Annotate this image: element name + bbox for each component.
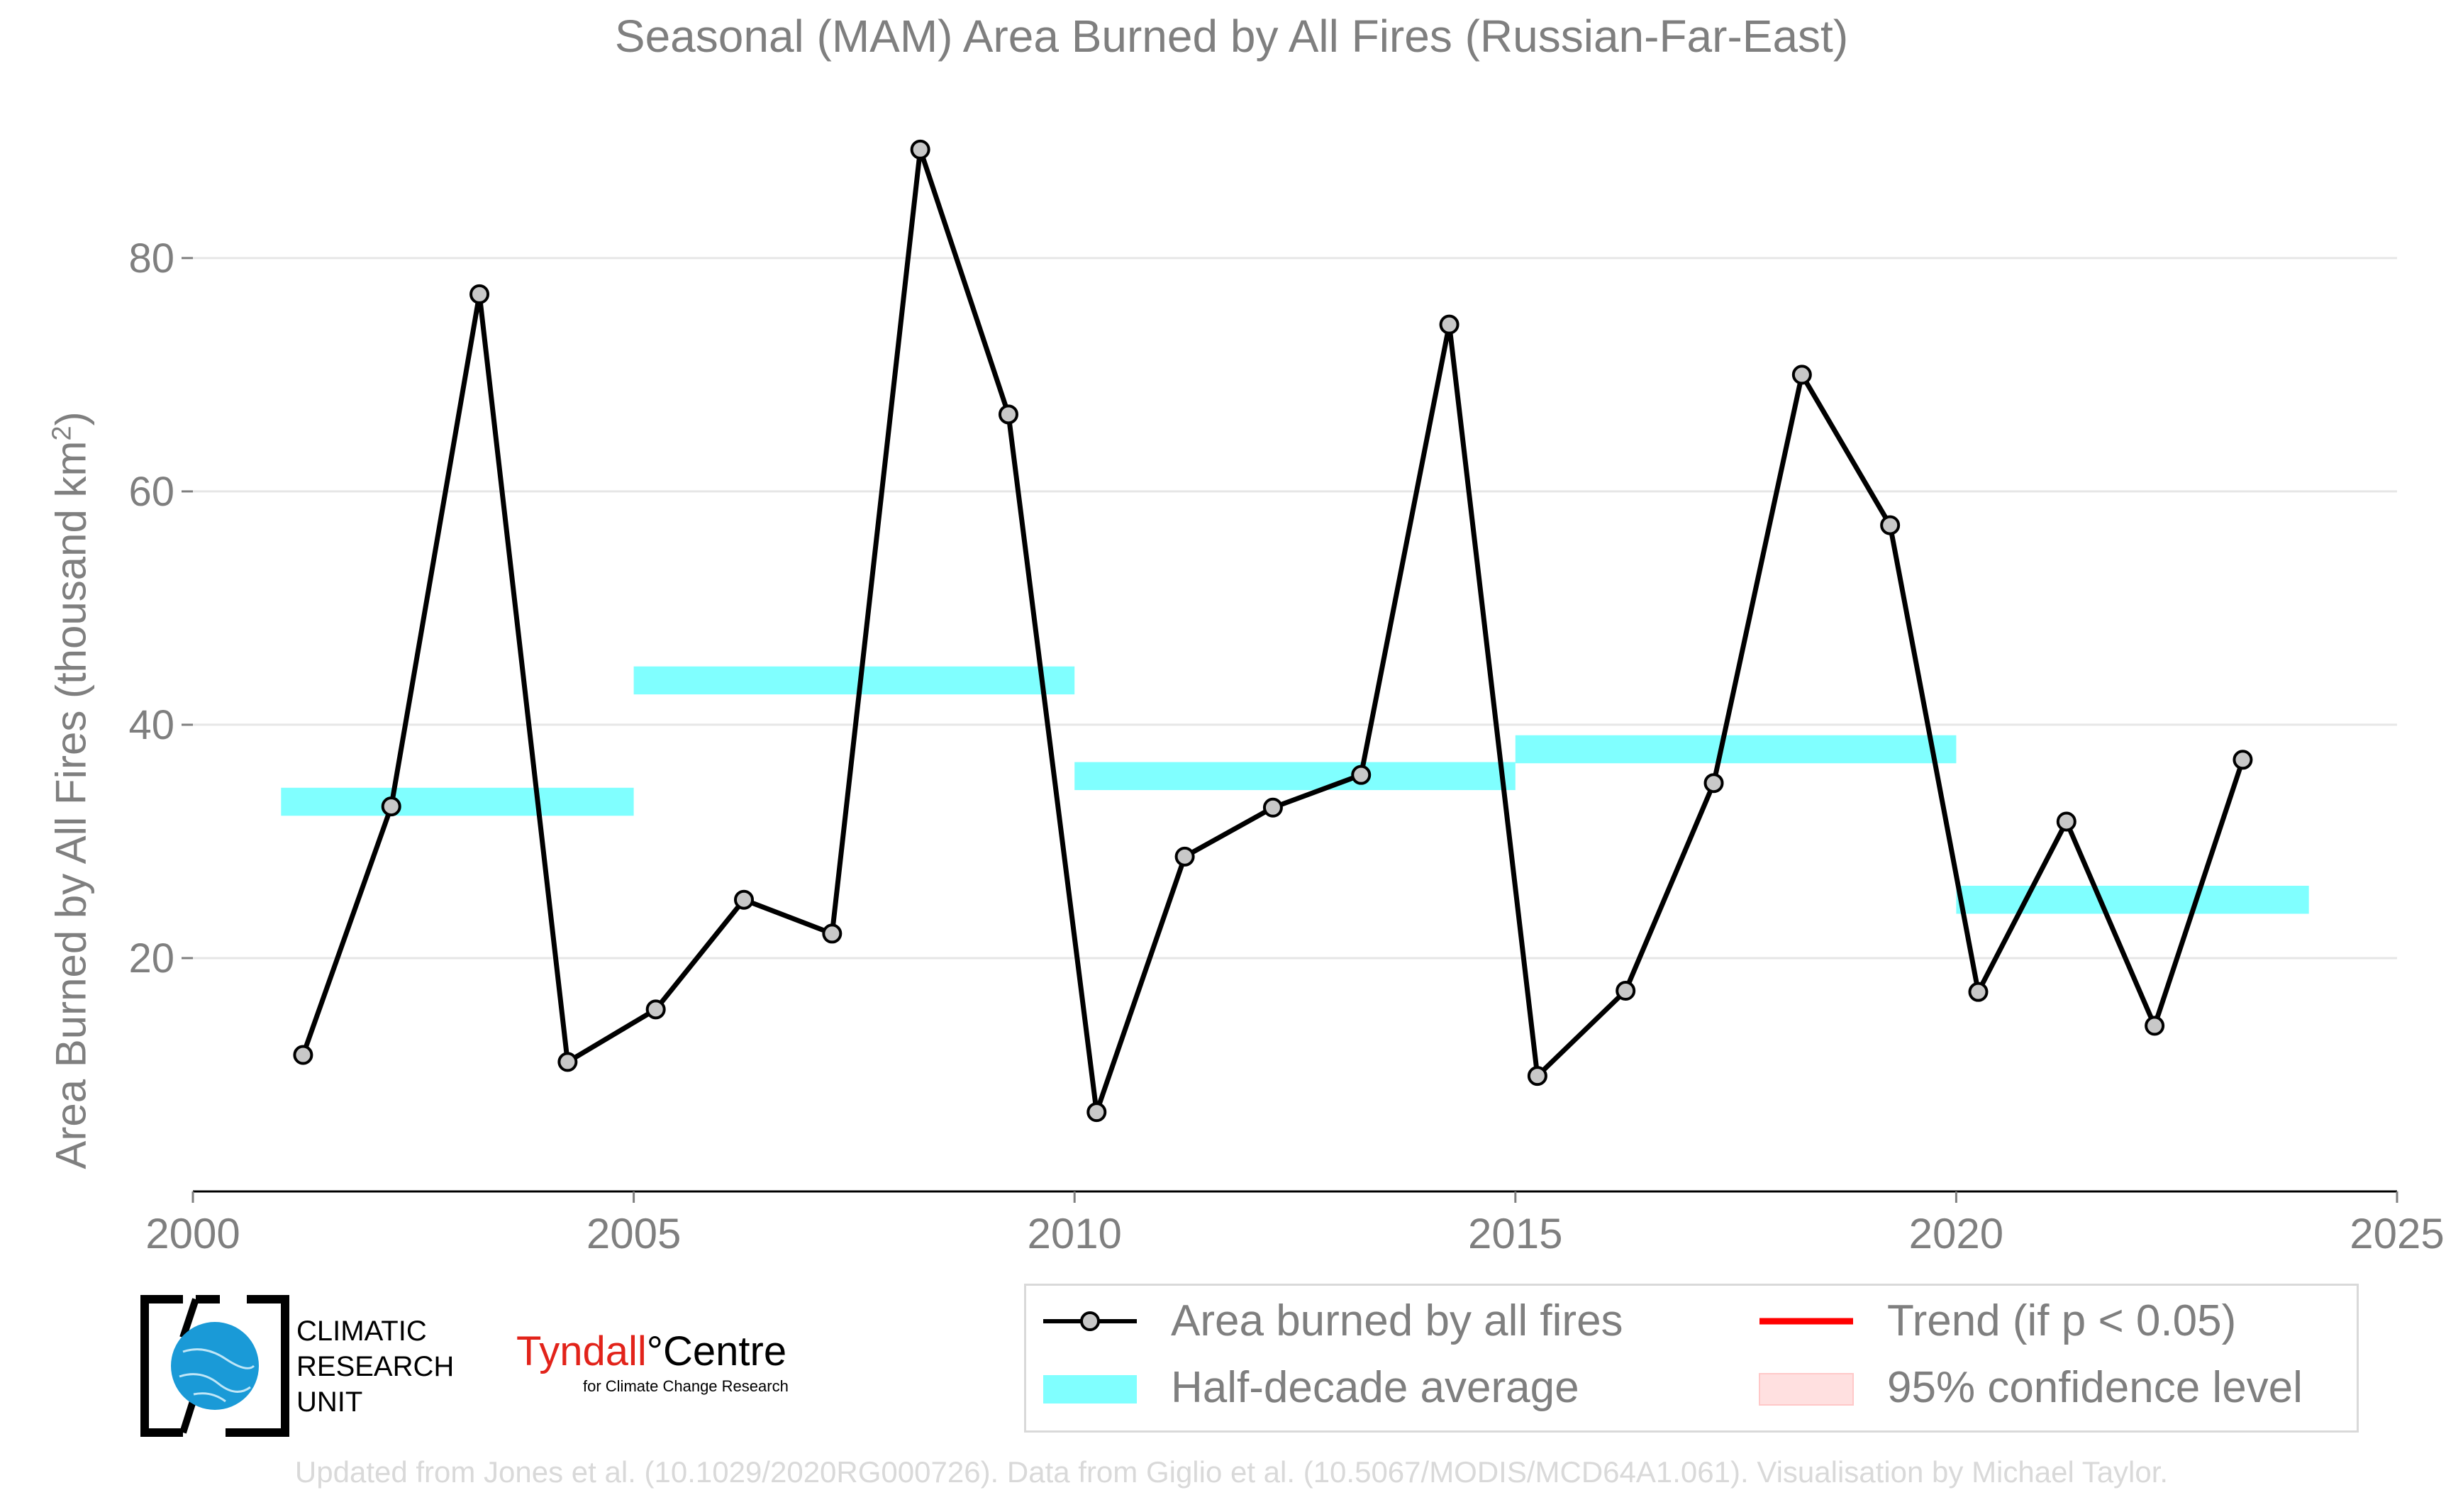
legend-trend-line-icon	[1759, 1318, 1853, 1324]
y-tick-label: 40	[128, 702, 174, 748]
legend: Area burned by all fires Half-decade ave…	[1024, 1284, 2359, 1433]
series-line	[301, 147, 2245, 1115]
data-point	[1439, 314, 1460, 335]
legend-item-area-burned: Area burned by all fires	[1040, 1296, 1623, 1346]
cru-text-line-1: CLIMATIC	[296, 1316, 427, 1347]
half-decade-bar	[633, 666, 1075, 695]
y-tick-label: 20	[128, 935, 174, 982]
x-tick-label: 2015	[1468, 1210, 1562, 1257]
half-decade-bar	[1956, 885, 2309, 914]
y-axis-label: Area Burned by All Fires (thousand km2)	[47, 223, 96, 1358]
legend-half-decade-swatch-icon	[1043, 1374, 1137, 1403]
series-points	[293, 139, 2253, 1123]
data-point	[910, 139, 930, 160]
tyndall-logo-subtitle: for Climate Change Research	[583, 1377, 789, 1395]
series-line-layer	[301, 147, 2245, 1115]
y-axis-label-sup: 2	[47, 426, 77, 441]
x-tick-label: 2010	[1027, 1210, 1121, 1257]
data-point	[1616, 981, 1636, 1001]
legend-item-half-decade: Half-decade average	[1040, 1362, 1579, 1413]
legend-confidence-swatch-icon	[1759, 1372, 1854, 1406]
data-point	[2056, 811, 2076, 832]
cru-text-line-2: RESEARCH	[296, 1351, 455, 1382]
data-point	[1351, 765, 1372, 785]
legend-label-area-burned: Area burned by all fires	[1171, 1296, 1623, 1345]
y-tick-label: 60	[128, 469, 174, 515]
data-point	[1262, 797, 1283, 818]
legend-item-confidence: 95% confidence level	[1757, 1362, 2303, 1413]
data-point	[1880, 515, 1901, 535]
x-tick-label: 2005	[586, 1210, 681, 1257]
cru-logo-text: CLIMATIC RESEARCH UNIT	[296, 1313, 454, 1420]
half-decade-bar	[1074, 762, 1516, 791]
data-point	[469, 284, 490, 304]
grid-lines	[193, 257, 2397, 960]
data-point	[2233, 750, 2253, 770]
data-point	[1527, 1066, 1547, 1086]
legend-label-confidence: 95% confidence level	[1887, 1363, 2303, 1412]
data-point	[1703, 773, 1724, 794]
data-point	[822, 923, 843, 944]
cru-text-line-3: UNIT	[296, 1386, 363, 1418]
axes: 20 40 60 80 2000 2005 2010 2015 2020 2025	[128, 235, 2444, 1257]
data-point	[1968, 982, 1989, 1002]
data-point	[734, 889, 754, 910]
legend-line-marker-icon	[1043, 1311, 1137, 1331]
data-point	[381, 796, 401, 817]
data-point	[2145, 1016, 2165, 1036]
data-point	[1174, 846, 1195, 867]
half-decade-bar	[1515, 735, 1957, 764]
x-tick-label: 2020	[1909, 1210, 2003, 1257]
tyndall-logo-centre: Centre	[662, 1328, 787, 1374]
footer-credits: Updated from Jones et al. (10.1029/2020R…	[294, 1455, 2169, 1489]
cru-logo	[140, 1295, 289, 1437]
data-point	[1086, 1102, 1107, 1123]
tyndall-logo: Tyndall°Centre	[516, 1328, 786, 1375]
legend-label-half-decade: Half-decade average	[1171, 1363, 1579, 1412]
data-point	[1791, 365, 1812, 385]
legend-label-trend: Trend (if p < 0.05)	[1887, 1296, 2237, 1345]
tyndall-logo-main: Tyndall	[516, 1328, 647, 1374]
data-point	[645, 999, 666, 1020]
data-point	[998, 404, 1018, 425]
half-decade-bars	[281, 666, 2309, 914]
chart-title: Seasonal (MAM) Area Burned by All Fires …	[614, 11, 1849, 62]
tyndall-logo-degree: °	[646, 1328, 663, 1374]
data-point	[557, 1052, 578, 1072]
half-decade-bar	[281, 787, 634, 816]
x-tick-label: 2025	[2350, 1210, 2444, 1257]
x-tick-label: 2000	[145, 1210, 240, 1257]
y-tick-label: 80	[128, 235, 174, 282]
data-point	[293, 1045, 313, 1065]
y-axis-label-main: Area Burned by All Fires (thousand km	[47, 440, 95, 1169]
legend-item-trend: Trend (if p < 0.05)	[1757, 1296, 2236, 1346]
y-axis-label-end: )	[47, 411, 95, 426]
